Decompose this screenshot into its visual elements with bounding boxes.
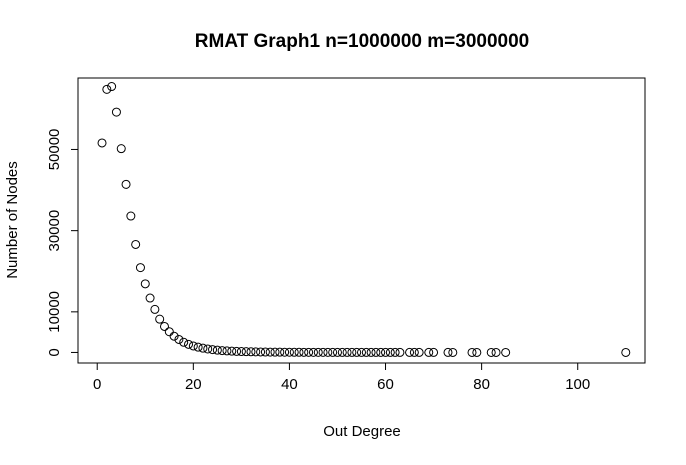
data-point bbox=[443, 347, 453, 357]
chart-title: RMAT Graph1 n=1000000 m=3000000 bbox=[195, 31, 529, 52]
data-point bbox=[135, 263, 145, 273]
data-point bbox=[501, 347, 511, 357]
y-tick-label: 50000 bbox=[46, 129, 63, 171]
data-point bbox=[486, 347, 496, 357]
x-axis: 0 20 40 60 80 100 bbox=[93, 362, 590, 393]
data-point bbox=[342, 347, 352, 357]
data-point bbox=[217, 346, 227, 356]
data-point bbox=[179, 337, 189, 347]
x-tick-label: 60 bbox=[377, 376, 394, 393]
data-point bbox=[164, 327, 174, 337]
data-point bbox=[107, 82, 117, 92]
data-point bbox=[241, 347, 251, 357]
data-point bbox=[184, 339, 194, 349]
data-point bbox=[409, 347, 419, 357]
data-point bbox=[270, 347, 280, 357]
data-point bbox=[256, 347, 266, 357]
data-point bbox=[304, 347, 314, 357]
data-point bbox=[121, 179, 131, 189]
data-point bbox=[198, 343, 208, 353]
data-point bbox=[299, 347, 309, 357]
data-points bbox=[97, 82, 631, 357]
data-point bbox=[102, 84, 112, 94]
data-point bbox=[448, 347, 458, 357]
data-point bbox=[140, 279, 150, 289]
data-point bbox=[284, 347, 294, 357]
data-point bbox=[116, 144, 126, 154]
data-point bbox=[491, 347, 501, 357]
data-point bbox=[376, 347, 386, 357]
data-point bbox=[467, 347, 477, 357]
data-point bbox=[405, 347, 415, 357]
data-point bbox=[294, 347, 304, 357]
data-point bbox=[429, 347, 439, 357]
data-point bbox=[424, 347, 434, 357]
data-point bbox=[131, 239, 141, 249]
x-axis-label: Out Degree bbox=[323, 423, 401, 440]
data-point bbox=[155, 314, 165, 324]
data-point bbox=[280, 347, 290, 357]
y-tick-label: 0 bbox=[46, 348, 63, 356]
x-tick-label: 20 bbox=[185, 376, 202, 393]
y-tick-label: 30000 bbox=[46, 210, 63, 252]
data-point bbox=[251, 347, 261, 357]
y-axis-label: Number of Nodes bbox=[4, 161, 21, 279]
data-point bbox=[188, 341, 198, 351]
data-point bbox=[150, 304, 160, 314]
data-point bbox=[126, 211, 136, 221]
data-point bbox=[361, 347, 371, 357]
data-point bbox=[227, 346, 237, 356]
data-point bbox=[275, 347, 285, 357]
data-point bbox=[472, 347, 482, 357]
data-point bbox=[385, 347, 395, 357]
data-point bbox=[236, 347, 246, 357]
data-point bbox=[621, 347, 631, 357]
data-point bbox=[289, 347, 299, 357]
x-tick-label: 40 bbox=[281, 376, 298, 393]
data-point bbox=[174, 334, 184, 344]
data-point bbox=[381, 347, 391, 357]
data-point bbox=[246, 347, 256, 357]
data-point bbox=[313, 347, 323, 357]
data-point bbox=[203, 344, 213, 354]
data-point bbox=[332, 347, 342, 357]
x-tick-label: 0 bbox=[93, 376, 101, 393]
data-point bbox=[323, 347, 333, 357]
data-point bbox=[414, 347, 424, 357]
data-point bbox=[145, 293, 155, 303]
data-point bbox=[366, 347, 376, 357]
data-point bbox=[347, 347, 357, 357]
data-point bbox=[265, 347, 275, 357]
data-point bbox=[371, 347, 381, 357]
x-tick-label: 80 bbox=[473, 376, 490, 393]
data-point bbox=[352, 347, 362, 357]
x-tick-label: 100 bbox=[565, 376, 590, 393]
data-point bbox=[232, 346, 242, 356]
data-point bbox=[337, 347, 347, 357]
data-point bbox=[222, 346, 232, 356]
data-point bbox=[308, 347, 318, 357]
y-axis: 0 10000 30000 50000 bbox=[46, 129, 79, 357]
data-point bbox=[208, 345, 218, 355]
data-point bbox=[193, 342, 203, 352]
data-point bbox=[111, 107, 121, 117]
data-point bbox=[169, 331, 179, 341]
data-point bbox=[357, 347, 366, 357]
data-point bbox=[390, 347, 400, 357]
data-point bbox=[260, 347, 270, 357]
data-point bbox=[395, 347, 405, 357]
data-point bbox=[159, 321, 169, 331]
y-tick-label: 10000 bbox=[46, 291, 63, 333]
data-point bbox=[318, 347, 328, 357]
data-point bbox=[328, 347, 338, 357]
data-point bbox=[212, 345, 222, 355]
data-point bbox=[97, 138, 107, 148]
